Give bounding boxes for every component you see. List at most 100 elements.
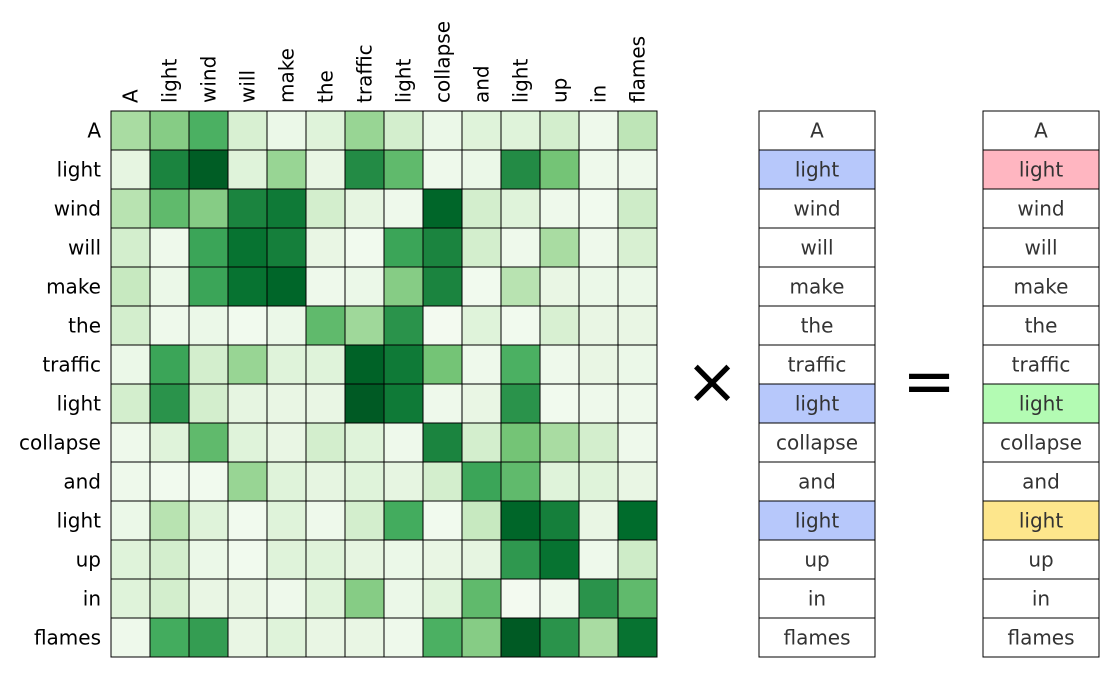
matrix-cell (500, 110, 541, 151)
matrix-cell (383, 539, 424, 580)
matrix-cell (578, 617, 619, 658)
matrix-cell (344, 227, 385, 268)
input-cell (758, 383, 876, 424)
matrix-cell (539, 344, 580, 385)
matrix-cell (188, 383, 229, 424)
row-label: the (68, 314, 101, 338)
row-label: and (63, 470, 101, 494)
matrix-cell (617, 422, 658, 463)
matrix-cell (617, 227, 658, 268)
matrix-cell (188, 617, 229, 658)
matrix-cell (149, 266, 190, 307)
matrix-cell (305, 500, 346, 541)
matrix-cell (617, 188, 658, 229)
matrix-cell (227, 422, 268, 463)
row-label: will (68, 236, 101, 260)
matrix-cell (461, 539, 502, 580)
column-label: and (470, 65, 494, 103)
matrix-cell (500, 227, 541, 268)
matrix-cell (383, 422, 424, 463)
column-label: light (392, 59, 416, 103)
matrix-cell (461, 305, 502, 346)
input-token: up (804, 548, 829, 572)
matrix-cell (305, 422, 346, 463)
output-cell (982, 461, 1100, 502)
output-token: traffic (1012, 353, 1071, 377)
matrix-cell (110, 422, 151, 463)
input-token: light (795, 158, 839, 182)
output-cell (982, 227, 1100, 268)
matrix-cell (266, 266, 307, 307)
input-cell (758, 110, 876, 151)
matrix-cell (578, 500, 619, 541)
matrix-cell (617, 344, 658, 385)
matrix-cell (149, 227, 190, 268)
matrix-cell (461, 188, 502, 229)
matrix-cell (344, 344, 385, 385)
matrix-cell (383, 383, 424, 424)
matrix-cell (149, 188, 190, 229)
matrix-cell (422, 422, 463, 463)
matrix-cell (227, 461, 268, 502)
matrix-cell (266, 422, 307, 463)
matrix-cell (461, 500, 502, 541)
matrix-cell (617, 305, 658, 346)
matrix-cell (344, 500, 385, 541)
matrix-cell (344, 617, 385, 658)
matrix-cell (188, 110, 229, 151)
matrix-cell (383, 110, 424, 151)
matrix-cell (227, 500, 268, 541)
matrix-cell (305, 149, 346, 190)
matrix-cell (500, 344, 541, 385)
output-token: make (1014, 275, 1069, 299)
matrix-cell (422, 383, 463, 424)
matrix-cell (188, 539, 229, 580)
matrix-cell (305, 266, 346, 307)
matrix-cell (461, 578, 502, 619)
output-cell (982, 500, 1100, 541)
output-cell (982, 617, 1100, 658)
output-token: A (1034, 119, 1048, 143)
row-label: up (76, 548, 101, 572)
matrix-cell (461, 422, 502, 463)
matrix-cell (110, 344, 151, 385)
matrix-cell (539, 500, 580, 541)
matrix-cell (266, 617, 307, 658)
column-label: make (275, 48, 299, 103)
attention-matrix (110, 110, 658, 658)
matrix-cell (149, 110, 190, 151)
output-cell (982, 422, 1100, 463)
matrix-cell (344, 305, 385, 346)
matrix-cell (500, 539, 541, 580)
matrix-cell (422, 500, 463, 541)
row-label: in (83, 587, 101, 611)
row-label: wind (54, 197, 101, 221)
matrix-cell (305, 227, 346, 268)
matrix-cell (578, 110, 619, 151)
matrix-cell (383, 149, 424, 190)
matrix-cell (110, 188, 151, 229)
matrix-cell (578, 266, 619, 307)
matrix-cell (149, 539, 190, 580)
matrix-cell (461, 266, 502, 307)
row-label: light (57, 392, 101, 416)
matrix-cell (305, 383, 346, 424)
matrix-cell (227, 149, 268, 190)
matrix-cell (227, 578, 268, 619)
matrix-cell (110, 149, 151, 190)
matrix-cell (266, 188, 307, 229)
input-token: will (800, 236, 833, 260)
matrix-cell (617, 461, 658, 502)
matrix-cell (110, 110, 151, 151)
matrix-cell (539, 266, 580, 307)
matrix-cell (188, 461, 229, 502)
matrix-cell (266, 149, 307, 190)
matrix-cell (110, 305, 151, 346)
input-cell (758, 500, 876, 541)
matrix-cell (266, 305, 307, 346)
matrix-cell (305, 539, 346, 580)
matrix-cell (461, 110, 502, 151)
multiply-sign: × (685, 345, 739, 419)
